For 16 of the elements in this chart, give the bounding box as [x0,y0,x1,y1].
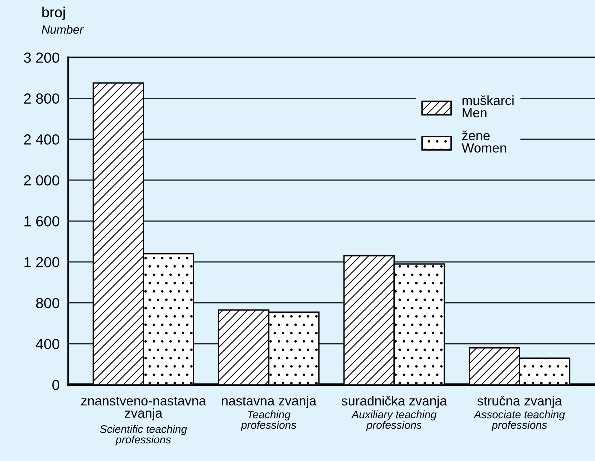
y-tick-label: 2 000 [24,175,60,186]
x-tick-label: znanstveno-nastavna zvanja Scientific teaching professions [81,397,206,446]
y-tick-label: 2 400 [24,134,60,145]
y-tick-label: 400 [36,339,60,350]
legend-label: muškarci Men [462,96,514,118]
x-tick-label: stručna zvanja Associate teaching professions [474,396,566,432]
y-tick-label: 0 [52,380,60,390]
y-tick-label: 1 600 [24,216,60,227]
x-tick-label: nastavna zvanja Teaching professions [222,396,317,432]
y-tick-label: 2 800 [24,94,60,104]
y-axis-title: broj Number [42,6,84,34]
legend-label: žene Women [462,130,506,153]
x-tick-label: suradnička zvanja Auxiliary teaching professions [342,396,448,432]
y-tick-label: 1 200 [24,257,60,268]
y-tick-label: 800 [36,298,60,309]
y-tick-label: 3 200 [24,52,60,64]
